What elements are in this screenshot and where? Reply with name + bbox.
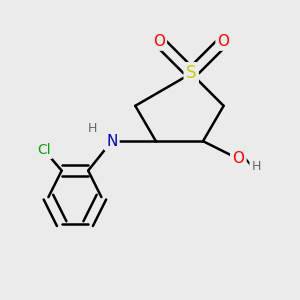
Text: H: H bbox=[251, 160, 261, 173]
Text: O: O bbox=[153, 34, 165, 49]
Text: O: O bbox=[218, 34, 230, 49]
Text: Cl: Cl bbox=[37, 143, 51, 157]
Text: S: S bbox=[186, 64, 196, 82]
Text: O: O bbox=[232, 151, 244, 166]
Text: H: H bbox=[88, 122, 97, 135]
Text: N: N bbox=[106, 134, 117, 149]
